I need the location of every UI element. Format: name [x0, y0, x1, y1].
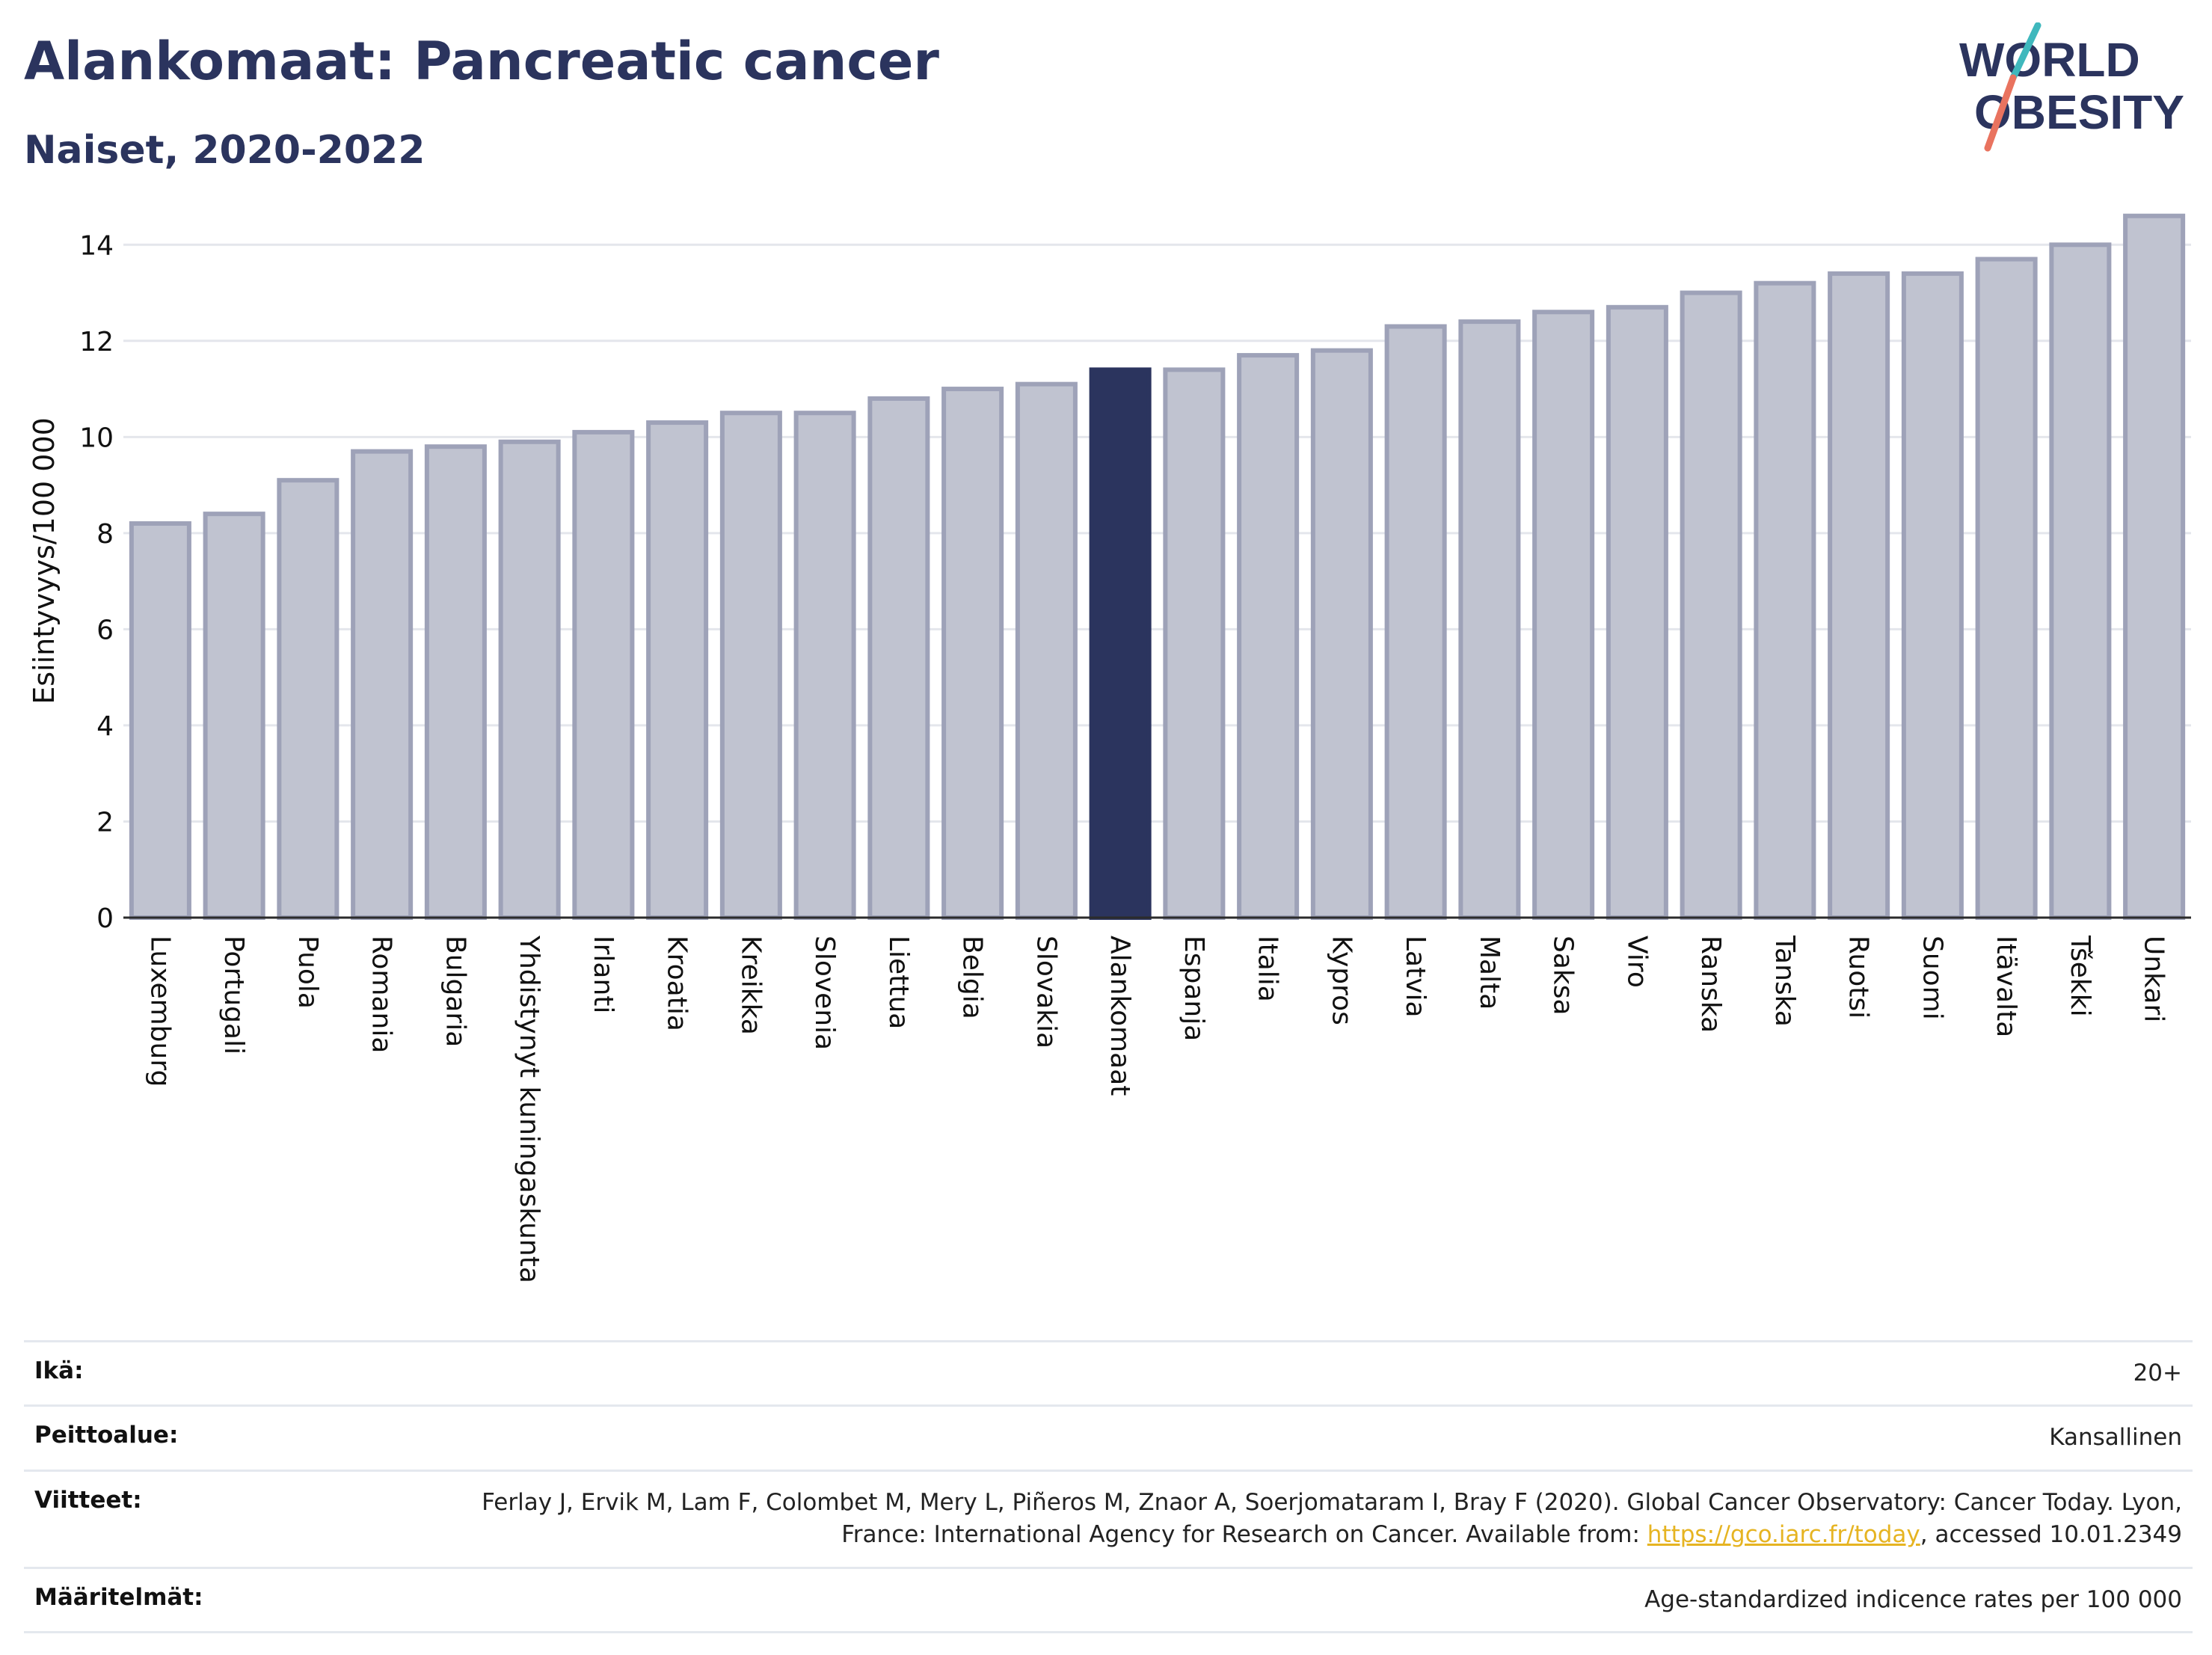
y-tick-label: 12	[79, 327, 114, 357]
x-tick-label: Latvia	[1400, 936, 1431, 1018]
bar	[2123, 213, 2186, 920]
bar	[203, 512, 265, 920]
bar-chart: 0 2 4 6 8 10 12 14 Luxemburg Portugali Puola Roman…	[28, 213, 2191, 1283]
y-tick-label: 8	[96, 519, 114, 550]
bars	[129, 213, 2186, 920]
x-tick-label: Portugali	[218, 936, 249, 1054]
x-tick-label: Tšekki	[2065, 935, 2095, 1017]
bar	[1975, 257, 2038, 920]
references-text: Ferlay J, Ervik M, Lam F, Colombet M, Me…	[482, 1488, 2182, 1549]
chart-title: Alankomaat: Pancreatic cancer	[24, 31, 939, 92]
bar	[793, 411, 856, 920]
x-tick-label: Slovenia	[809, 936, 840, 1050]
bar-highlight	[1089, 367, 1152, 920]
x-tick-label: Saksa	[1548, 936, 1579, 1016]
y-axis-label: Esiintyvyys/100 000	[28, 417, 61, 704]
bar	[572, 429, 635, 920]
references-label: Viitteet:	[34, 1486, 142, 1514]
bar	[1015, 381, 1078, 920]
bar	[129, 521, 191, 920]
x-tick-label: Espanja	[1179, 936, 1209, 1041]
bar	[646, 420, 709, 920]
x-tick-label: Belgia	[957, 936, 988, 1019]
logo-teal-slash	[2009, 22, 2042, 82]
x-tick-label: Ruotsi	[1843, 936, 1874, 1019]
x-tick-label: Tanska	[1769, 935, 1800, 1027]
x-tick-label: Italia	[1253, 936, 1283, 1002]
bar	[1310, 348, 1373, 920]
x-tick-label: Puola	[292, 936, 323, 1009]
definitions-label: Määritelmät:	[34, 1583, 203, 1611]
x-tick-label: Kroatia	[662, 936, 692, 1031]
bar	[1901, 271, 1964, 920]
x-tick-label: Kreikka	[735, 936, 766, 1035]
bar	[351, 449, 414, 920]
y-tick-label: 14	[79, 230, 114, 261]
bar	[1754, 280, 1816, 920]
x-tick-label: Suomi	[1917, 936, 1947, 1020]
references-accessed: , accessed 10.01.2349	[1920, 1521, 2182, 1549]
bar	[1680, 290, 1742, 920]
age-value: 20+	[2133, 1360, 2182, 1387]
x-axis-labels: Luxemburg Portugali Puola Romania Bulgaria Yh…	[144, 935, 2169, 1283]
bar	[1237, 353, 1300, 920]
bar	[424, 444, 487, 920]
metadata-table: Ikä: 20+ Peittoalue: Kansallinen Viittee…	[24, 1340, 2193, 1633]
bar	[1532, 310, 1595, 920]
x-tick-label: Yhdistynyt kuningaskunta	[514, 935, 544, 1283]
x-tick-label: Malta	[1474, 936, 1505, 1010]
bar	[719, 411, 782, 920]
coverage-value: Kansallinen	[2049, 1424, 2182, 1452]
y-tick-label: 2	[96, 807, 114, 838]
coverage-label: Peittoalue:	[34, 1422, 179, 1449]
bar	[1458, 319, 1521, 920]
x-tick-label: Ranska	[1695, 936, 1726, 1033]
y-tick-label: 0	[96, 903, 114, 934]
meta-row-definitions: Määritelmät: Age-standardized indicence …	[24, 1566, 2193, 1633]
x-tick-label: Alankomaat	[1105, 936, 1135, 1096]
references-link[interactable]: https://gco.iarc.fr/today	[1647, 1521, 1920, 1549]
y-tick-label: 10	[79, 423, 114, 453]
x-tick-label: Kypros	[1326, 936, 1357, 1025]
meta-row-age: Ikä: 20+	[24, 1340, 2193, 1404]
logo-line-1: WORLD	[1959, 33, 2140, 87]
chart-subtitle: Naiset, 2020-2022	[24, 128, 425, 173]
x-tick-label: Bulgaria	[440, 936, 470, 1047]
y-tick-label: 6	[96, 615, 114, 645]
bar	[1163, 367, 1226, 920]
meta-row-references: Viitteet: Ferlay J, Ervik M, Lam F, Colo…	[24, 1469, 2193, 1567]
bar	[498, 439, 561, 920]
x-tick-label: Viro	[1621, 936, 1652, 988]
definitions-value: Age-standardized indicence rates per 100…	[1644, 1585, 2182, 1613]
logo-coral-slash	[1984, 74, 2017, 152]
x-tick-label: Itävalta	[1991, 936, 2021, 1037]
meta-row-coverage: Peittoalue: Kansallinen	[24, 1404, 2193, 1469]
age-label: Ikä:	[34, 1357, 84, 1384]
bar	[1606, 304, 1668, 920]
bar	[867, 396, 930, 920]
y-tick-label: 4	[96, 711, 114, 742]
x-tick-label: Slovakia	[1030, 936, 1061, 1048]
x-tick-label: Luxemburg	[144, 936, 175, 1087]
bar	[1384, 324, 1447, 920]
y-axis-ticks: 0 2 4 6 8 10 12 14	[79, 230, 114, 934]
x-tick-label: Liettua	[883, 936, 914, 1029]
world-obesity-logo: WORLD OBESITY	[1959, 22, 2184, 152]
bar	[277, 478, 340, 920]
bar	[941, 387, 1004, 920]
bar	[2049, 242, 2112, 920]
bar	[1828, 271, 1890, 920]
references-value: Ferlay J, Ervik M, Lam F, Colombet M, Me…	[462, 1487, 2182, 1552]
x-tick-label: Irlanti	[588, 936, 618, 1013]
x-tick-label: Unkari	[2139, 936, 2169, 1022]
x-tick-label: Romania	[366, 936, 397, 1053]
